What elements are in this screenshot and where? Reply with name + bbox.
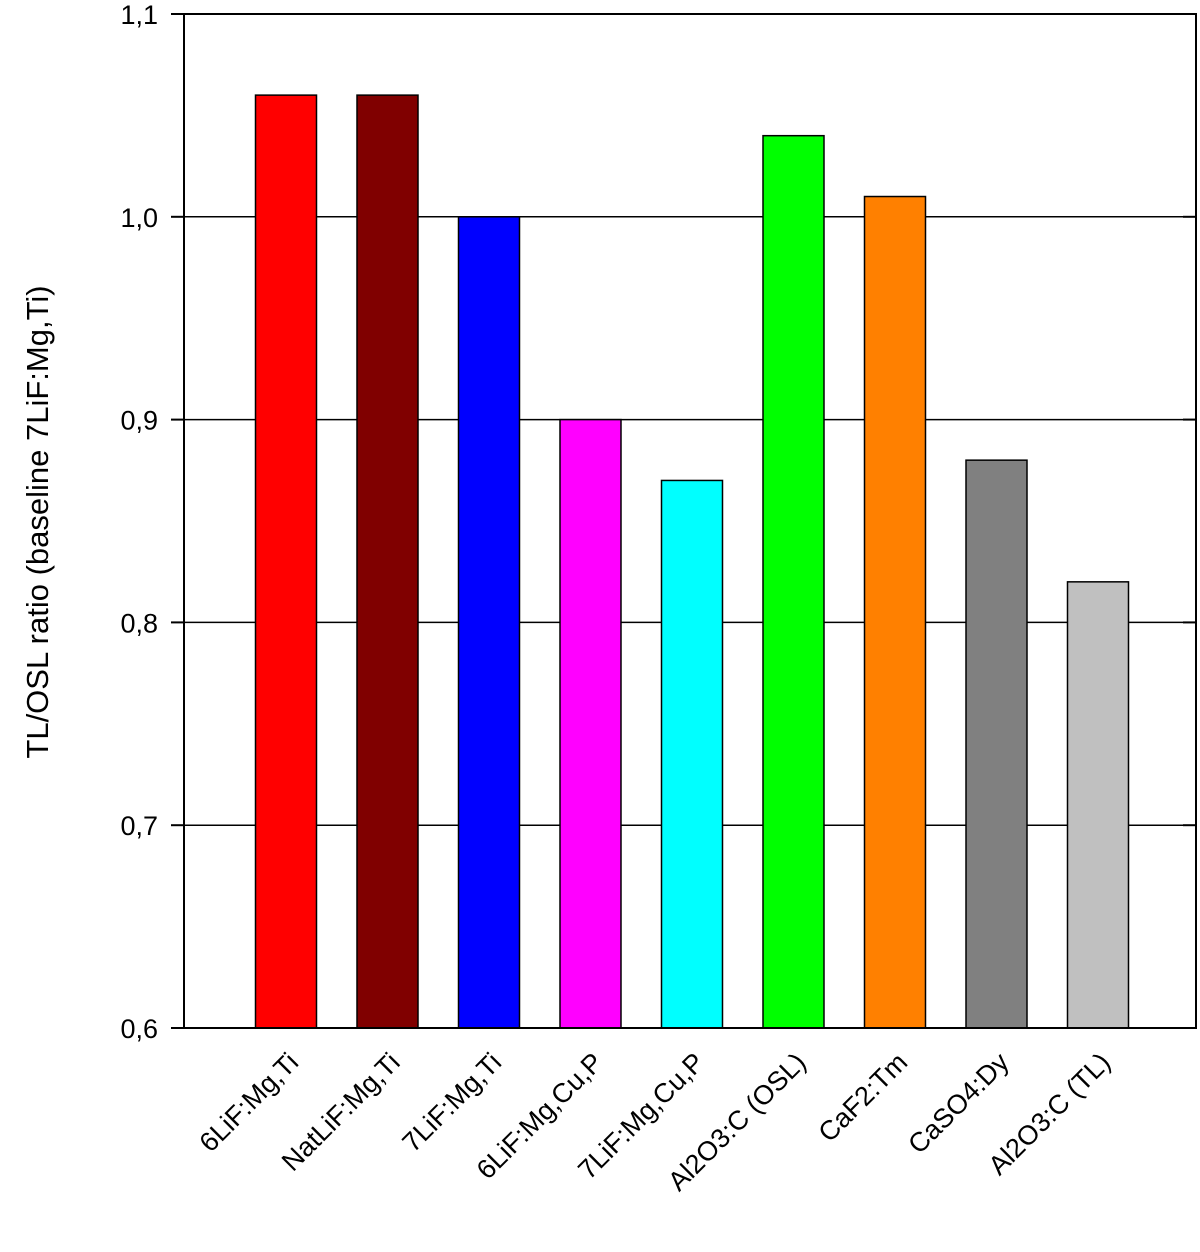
bar xyxy=(559,418,622,1029)
bar xyxy=(965,459,1028,1029)
bar xyxy=(660,479,724,1029)
y-tick-label: 0,6 xyxy=(120,1014,158,1044)
bar xyxy=(762,134,825,1029)
bar xyxy=(863,195,927,1029)
plot-frame xyxy=(183,13,1197,1029)
bar xyxy=(254,94,318,1029)
y-tick-label: 1,1 xyxy=(120,0,158,30)
x-tick-label: CaF2:Tm xyxy=(812,1047,913,1148)
y-axis-title: TL/OSL ratio (baseline 7LiF:Mg,Ti) xyxy=(20,285,55,758)
bars xyxy=(254,94,1130,1029)
bar xyxy=(1066,581,1130,1029)
y-tick-label: 0,8 xyxy=(120,608,158,638)
plot-border xyxy=(183,13,1197,1029)
y-tick-label: 1,0 xyxy=(120,203,158,233)
x-tick-label: 7LiF:Mg,Ti xyxy=(397,1047,508,1158)
x-axis-labels: 6LiF:Mg,TiNatLiF:Mg,Ti7LiF:Mg,Ti6LiF:Mg,… xyxy=(194,1047,1117,1197)
bar xyxy=(457,216,521,1029)
bar xyxy=(356,94,419,1029)
y-tick-label: 0,9 xyxy=(120,406,158,436)
y-tick-label: 0,7 xyxy=(120,811,158,841)
x-tick-label: 6LiF:Mg,Ti xyxy=(194,1047,305,1158)
y-axis-ticks: 0,6 0,7 0,8 0,9 1,0 1,1 xyxy=(120,0,1196,1044)
